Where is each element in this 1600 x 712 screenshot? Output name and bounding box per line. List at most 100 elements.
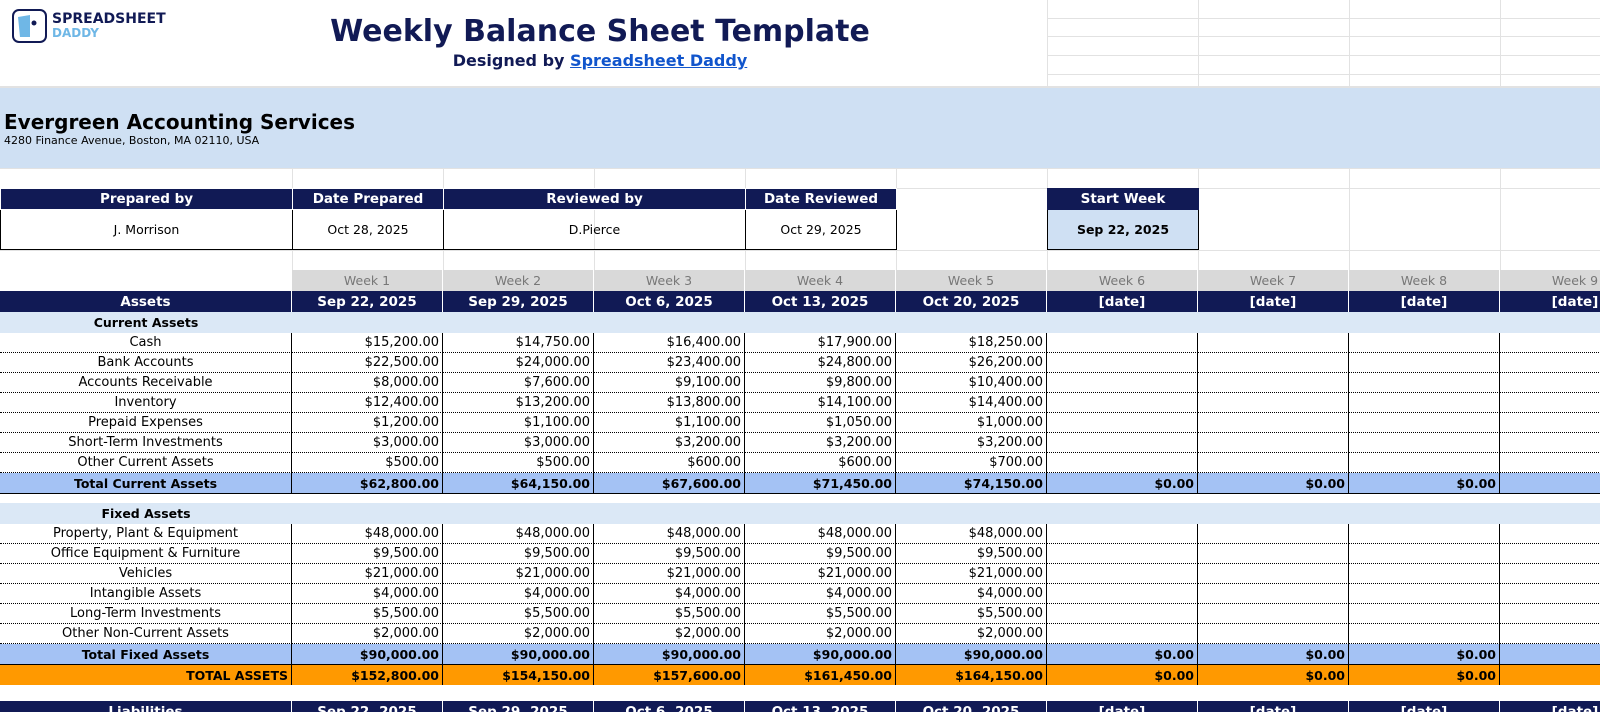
subtotal-value: $90,000.00 [896,644,1047,665]
week-date: Sep 22, 2025 [292,701,443,712]
line-item-value: $21,000.00 [896,564,1047,584]
subsection-fill [292,503,1600,524]
grid-line [1349,0,1350,86]
grand-total-value: $154,150.00 [443,665,594,685]
line-item-value [1047,373,1198,393]
info-header: Date Reviewed [745,188,897,210]
line-item-value: $500.00 [292,453,443,473]
line-item-value: $500.00 [443,453,594,473]
week-date: [date] [1349,291,1500,312]
line-item-value [1349,453,1500,473]
line-item-value [1500,413,1600,433]
logo-icon [12,9,47,43]
line-item-value: $14,100.00 [745,393,896,413]
grid-line [0,86,1600,88]
subtotal-value: $74,150.00 [896,473,1047,494]
line-item-value: $10,400.00 [896,373,1047,393]
grid-line [1198,0,1199,86]
line-item-label: Other Non-Current Assets [0,624,292,644]
line-item-value: $3,000.00 [443,433,594,453]
line-item-value: $1,100.00 [443,413,594,433]
subtotal-value: $0.00 [1047,644,1198,665]
line-item-value: $5,500.00 [896,604,1047,624]
line-item-value [1047,353,1198,373]
subtotal-value [1500,473,1600,494]
line-item-value: $1,100.00 [594,413,745,433]
line-item-value [1349,624,1500,644]
designer-link[interactable]: Spreadsheet Daddy [570,51,748,70]
grand-total-value: $0.00 [1047,665,1198,685]
line-item-value [1047,413,1198,433]
week-date: Oct 6, 2025 [594,291,745,312]
line-item-value [1500,524,1600,544]
line-item-value [1500,433,1600,453]
line-item-value [1198,624,1349,644]
section-header: Liabilities [0,701,292,712]
line-item-value [1349,544,1500,564]
line-item-value: $13,200.00 [443,393,594,413]
line-item-value [1349,333,1500,353]
line-item-value [1198,413,1349,433]
grand-total-value: $164,150.00 [896,665,1047,685]
line-item-value [1198,453,1349,473]
subtotal-value: $67,600.00 [594,473,745,494]
grid-line [1047,36,1600,37]
line-item-value: $4,000.00 [443,584,594,604]
line-item-value: $3,000.00 [292,433,443,453]
line-item-value [1047,584,1198,604]
week-date: Oct 6, 2025 [594,701,745,712]
line-item-value: $4,000.00 [896,584,1047,604]
line-item-value [1047,604,1198,624]
grid-line [1047,0,1048,86]
subtotal-value: $90,000.00 [443,644,594,665]
week-label: Week 3 [594,270,745,291]
line-item-value: $24,000.00 [443,353,594,373]
line-item-value [1047,453,1198,473]
line-item-value [1198,393,1349,413]
line-item-value: $12,400.00 [292,393,443,413]
line-item-value [1047,564,1198,584]
week-label: Week 6 [1047,270,1198,291]
grid-line [0,168,1600,169]
grand-total-value [1500,665,1600,685]
line-item-value: $48,000.00 [594,524,745,544]
subtotal-value: $0.00 [1349,473,1500,494]
week-label: Week 9 [1500,270,1600,291]
line-item-value: $600.00 [745,453,896,473]
subtotal-value: $62,800.00 [292,473,443,494]
line-item-value: $4,000.00 [594,584,745,604]
line-item-value [1349,353,1500,373]
line-item-value [1198,564,1349,584]
line-item-value: $24,800.00 [745,353,896,373]
line-item-label: Vehicles [0,564,292,584]
line-item-value: $23,400.00 [594,353,745,373]
info-value: J. Morrison [0,210,293,250]
line-item-value [1198,433,1349,453]
line-item-value: $14,750.00 [443,333,594,353]
line-item-value: $9,500.00 [292,544,443,564]
info-header: Reviewed by [443,188,746,210]
subsection-title: Current Assets [0,312,292,333]
line-item-value: $9,500.00 [896,544,1047,564]
line-item-value [1047,333,1198,353]
line-item-value: $1,000.00 [896,413,1047,433]
line-item-value [1500,564,1600,584]
line-item-value: $16,400.00 [594,333,745,353]
line-item-value [1349,393,1500,413]
grid-line [1349,168,1350,270]
logo-text: SPREADSHEET [52,11,166,27]
line-item-value: $9,500.00 [745,544,896,564]
week-label: Week 5 [896,270,1047,291]
logo-text: DADDY [52,26,99,40]
line-item-value: $5,500.00 [292,604,443,624]
line-item-value [1047,624,1198,644]
week-label: Week 8 [1349,270,1500,291]
week-label: Week 1 [292,270,443,291]
line-item-label: Other Current Assets [0,453,292,473]
line-item-label: Cash [0,333,292,353]
week-date: [date] [1047,291,1198,312]
line-item-value: $5,500.00 [443,604,594,624]
line-item-value: $9,800.00 [745,373,896,393]
subtotal-value [1500,644,1600,665]
grid-line [1047,74,1600,75]
